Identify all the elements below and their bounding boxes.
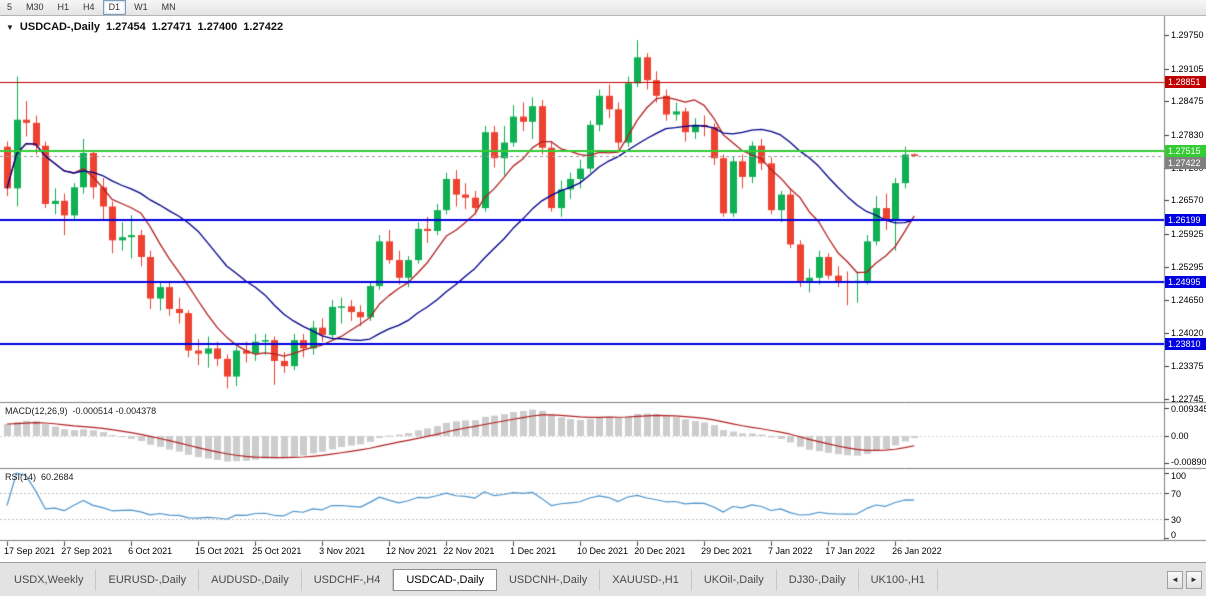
- macd-values: -0.000514 -0.004378: [72, 406, 157, 416]
- chart-title: ▼ USDCAD-,Daily 1.27454 1.27471 1.27400 …: [6, 21, 283, 33]
- symbol-period-label: USDCAD-,Daily: [19, 21, 100, 33]
- macd-name: MACD(12,26,9): [5, 406, 68, 416]
- chart-collapse-icon[interactable]: ▼: [6, 22, 14, 32]
- quote-close: 1.27422: [243, 21, 284, 33]
- tab-scroll-left-button[interactable]: ◄: [1167, 570, 1183, 589]
- timeframe-button-5[interactable]: 5: [1, 0, 18, 15]
- tab-ukoil-daily[interactable]: UKOil-,Daily: [692, 568, 777, 591]
- timeframe-button-h1[interactable]: H1: [52, 0, 76, 15]
- macd-indicator-label: MACD(12,26,9) -0.000514 -0.004378: [5, 406, 161, 416]
- tab-uk100-h1[interactable]: UK100-,H1: [859, 568, 939, 591]
- timeframe-toolbar: 5 M30 H1 H4 D1 W1 MN: [0, 0, 1206, 16]
- quote-low: 1.27400: [197, 21, 238, 33]
- timeframe-button-m30[interactable]: M30: [20, 0, 50, 15]
- quote-high: 1.27471: [151, 21, 192, 33]
- tab-usdcnh-daily[interactable]: USDCNH-,Daily: [497, 568, 601, 591]
- tab-usdx-weekly[interactable]: USDX,Weekly: [2, 568, 97, 591]
- tab-eurusd-daily[interactable]: EURUSD-,Daily: [96, 568, 200, 591]
- quote-open: 1.27454: [106, 21, 146, 33]
- tab-usdcad-daily[interactable]: USDCAD-,Daily: [393, 568, 497, 591]
- tab-xauusd-h1[interactable]: XAUUSD-,H1: [600, 568, 692, 591]
- rsi-value: 60.2684: [41, 472, 74, 482]
- tab-scroll-right-button[interactable]: ►: [1186, 570, 1202, 589]
- tab-audusd-daily[interactable]: AUDUSD-,Daily: [199, 568, 302, 591]
- timeframe-button-w1[interactable]: W1: [128, 0, 154, 15]
- tab-dj30-daily[interactable]: DJ30-,Daily: [777, 568, 859, 591]
- timeframe-button-mn[interactable]: MN: [156, 0, 182, 15]
- rsi-name: RSI(14): [5, 472, 37, 482]
- chart-tabbar: USDX,Weekly EURUSD-,Daily AUDUSD-,Daily USD…: [0, 562, 1206, 596]
- tab-scroll-arrows: ◄ ►: [1167, 570, 1202, 589]
- timeframe-button-h4[interactable]: H4: [77, 0, 101, 15]
- rsi-indicator-label: RSI(14) 60.2684: [5, 472, 79, 482]
- timeframe-button-d1[interactable]: D1: [102, 0, 127, 15]
- tab-usdchf-h4[interactable]: USDCHF-,H4: [302, 568, 394, 591]
